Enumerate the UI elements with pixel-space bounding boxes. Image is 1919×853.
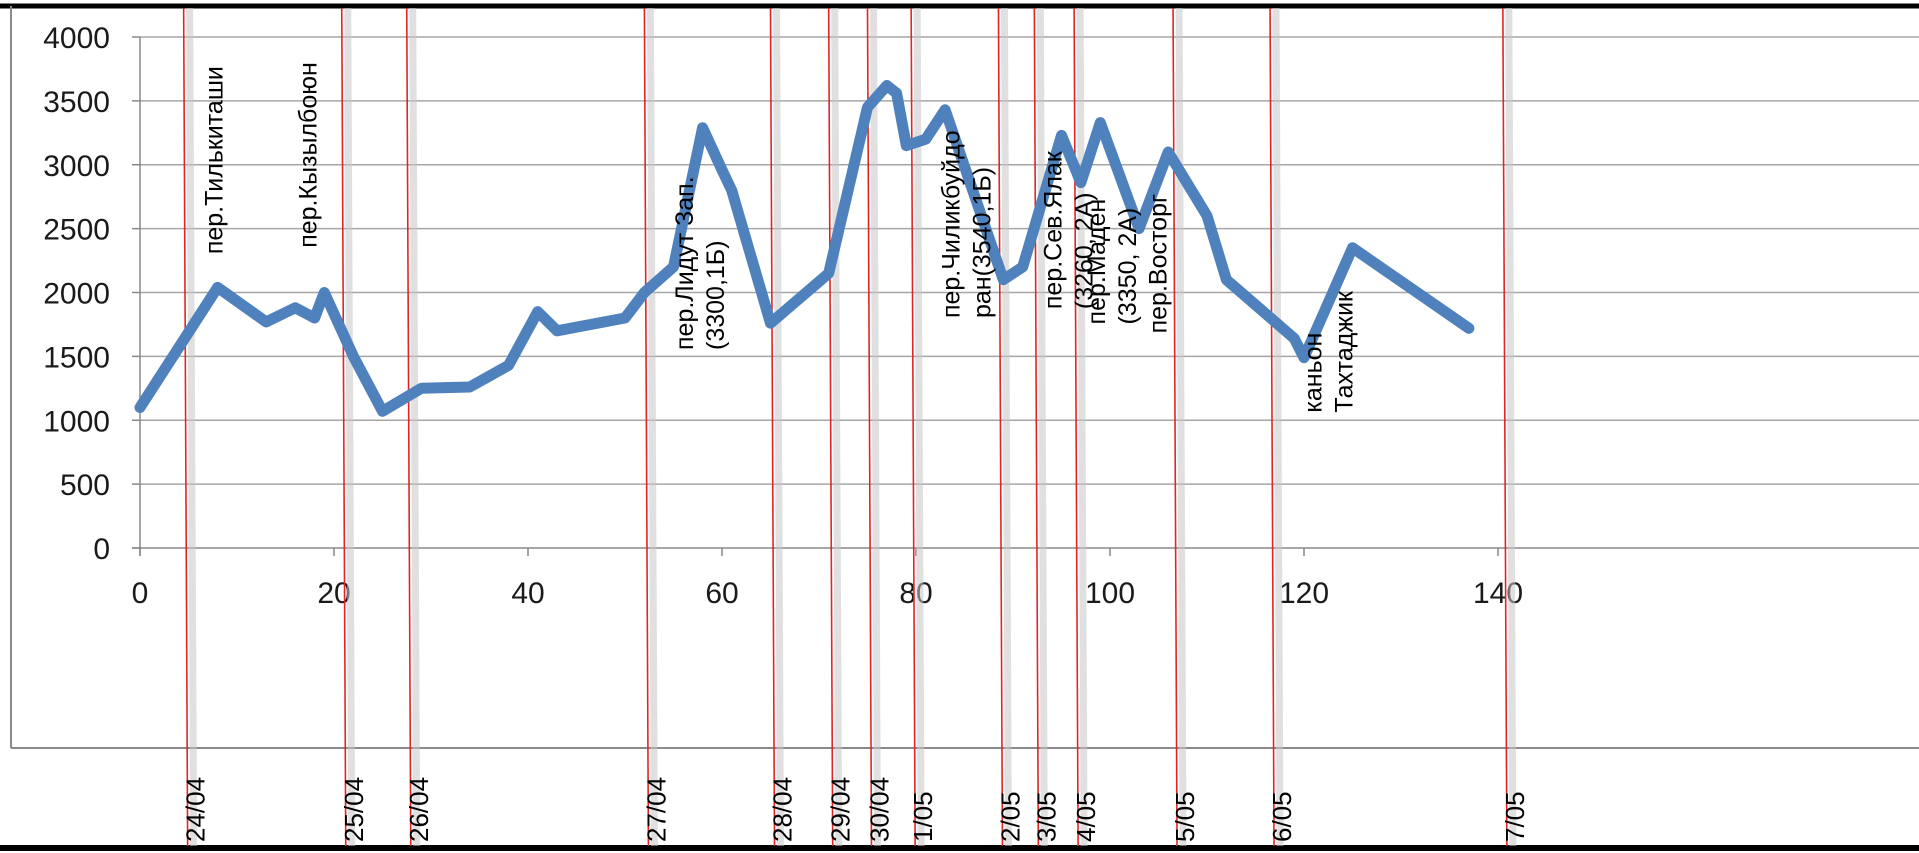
marker-shadow <box>913 7 925 847</box>
pass-annotation: пер.Сев.Ялак (3260, 2А) <box>1040 150 1099 309</box>
day-marker-line <box>866 7 873 847</box>
day-marker-line <box>1033 7 1040 847</box>
annotation-line: каньон <box>1299 333 1327 413</box>
marker-shadow <box>1076 7 1088 847</box>
x-tick-label: 140 <box>1473 577 1523 610</box>
pass-annotation: каньон Тахтаджик <box>1299 290 1358 413</box>
day-marker-line <box>1073 7 1079 847</box>
date-label: 28/04 <box>768 777 798 842</box>
pass-annotation: пер.Тилькиташи <box>200 66 228 254</box>
day-marker-line <box>182 7 189 847</box>
altitude-series-line <box>134 80 1475 417</box>
annotation-line: пер.Чиликбуйдо <box>938 130 966 318</box>
axes <box>132 36 1919 556</box>
marker-shadow <box>186 7 198 847</box>
y-tick-label: 0 <box>93 533 110 566</box>
annotation-line: Тахтаджик <box>1330 290 1358 413</box>
y-tick-labels: 0 500 1000 1500 2000 2500 3000 3500 4000 <box>43 22 110 566</box>
marker-shadow <box>1272 7 1284 847</box>
pass-annotation: пер.Восторг <box>1144 194 1172 333</box>
y-tick-label: 4000 <box>43 22 110 55</box>
day-marker-line <box>340 7 347 847</box>
date-label: 7/05 <box>1500 791 1530 842</box>
annotation-line: (3300,1Б) <box>702 240 730 350</box>
date-label: 1/05 <box>908 791 938 842</box>
marker-shadow <box>646 7 658 847</box>
date-labels: 24/04 25/04 26/04 27/04 28/04 29/04 30/04 1/05 2… <box>181 777 1530 842</box>
marker-shadow <box>870 7 881 847</box>
y-tick-label: 1500 <box>43 341 110 374</box>
annotation-line: пер.Тилькиташи <box>200 66 228 254</box>
annotation-line: пер.Маден <box>1083 199 1111 325</box>
y-tick-label: 2500 <box>43 214 110 247</box>
y-tick-label: 3000 <box>43 150 110 183</box>
date-label: 4/05 <box>1071 791 1101 842</box>
date-label: 2/05 <box>995 791 1025 842</box>
x-tick-labels: 0 20 40 60 80 100 120 140 <box>132 577 1523 610</box>
x-tick-label: 100 <box>1085 577 1135 610</box>
day-marker-line <box>769 7 776 847</box>
day-marker-line <box>827 7 834 847</box>
marker-shadow <box>409 7 421 847</box>
pass-annotation: пер.Лидут Зап. (3300,1Б) <box>671 176 730 350</box>
annotation-line: пер.Сев.Ялак <box>1040 150 1068 309</box>
x-tick-label: 120 <box>1279 577 1329 610</box>
series-group <box>134 80 1475 417</box>
date-label: 3/05 <box>1031 791 1061 842</box>
marker-shadow <box>773 7 784 847</box>
annotation-line: ран(3540,1Б) <box>969 167 997 318</box>
plot-frame <box>0 3 1919 851</box>
date-label: 24/04 <box>181 777 211 842</box>
pass-annotation: пер.Кызылбоюн <box>295 62 323 248</box>
marker-shadow <box>1175 7 1187 847</box>
marker-shadow <box>1000 7 1012 847</box>
y-tick-label: 500 <box>60 469 110 502</box>
date-label: 27/04 <box>641 777 671 842</box>
marker-shadow <box>831 7 843 847</box>
marker-shadow <box>344 7 356 847</box>
y-tick-label: 3500 <box>43 86 110 119</box>
y-tick-label: 2000 <box>43 278 110 311</box>
marker-shadow <box>1036 7 1048 847</box>
day-marker-lines <box>182 7 1517 847</box>
pass-annotations: пер.Тилькиташи пер.Кызылбоюн пер.Лидут Зап… <box>200 62 1358 412</box>
date-label: 5/05 <box>1170 791 1200 842</box>
x-tick-label: 20 <box>317 577 350 610</box>
day-marker-line <box>405 7 412 847</box>
pass-annotation: пер.Маден (3350, 2А) <box>1083 199 1142 325</box>
x-tick-label: 60 <box>705 577 738 610</box>
y-tick-label: 1000 <box>43 405 110 438</box>
annotation-line: пер.Лидут Зап. <box>671 176 699 350</box>
x-tick-label: 0 <box>132 577 149 610</box>
day-marker-line <box>997 7 1004 847</box>
x-tick-label: 40 <box>511 577 544 610</box>
date-label: 25/04 <box>339 777 369 842</box>
x-tick-label: 80 <box>899 577 932 610</box>
date-label: 30/04 <box>865 777 895 842</box>
date-label: 29/04 <box>826 777 856 842</box>
annotation-line: пер.Кызылбоюн <box>295 62 323 248</box>
date-label: 26/04 <box>404 777 434 842</box>
annotation-line: (3260, 2А) <box>1071 192 1099 309</box>
marker-shadow <box>1505 7 1517 847</box>
day-marker-line <box>1269 7 1275 847</box>
annotation-line: (3350, 2А) <box>1114 208 1142 325</box>
annotation-line: пер.Восторг <box>1144 194 1172 333</box>
pass-annotation: пер.Чиликбуйдо ран(3540,1Б) <box>938 130 997 318</box>
day-marker-line <box>1172 7 1178 847</box>
day-marker-line <box>1502 7 1508 847</box>
date-label: 6/05 <box>1267 791 1297 842</box>
day-marker-line <box>643 7 650 847</box>
